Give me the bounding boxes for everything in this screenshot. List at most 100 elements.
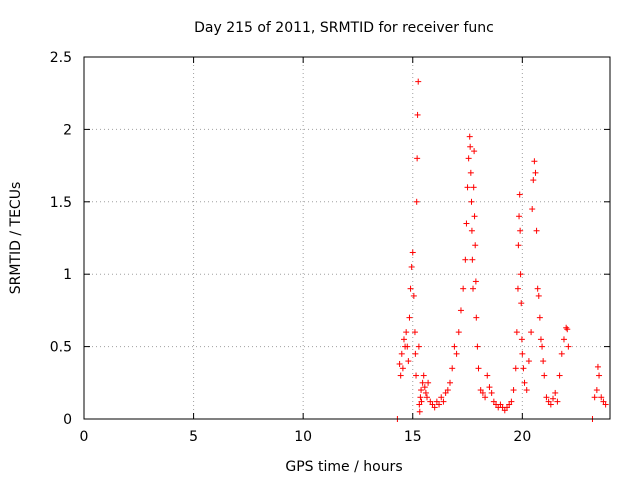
- data-point: [520, 365, 527, 372]
- y-tick-label: 2: [63, 122, 72, 138]
- x-tick-label: 10: [294, 429, 312, 445]
- data-point: [464, 184, 471, 191]
- data-point: [444, 387, 451, 394]
- data-point: [455, 329, 462, 336]
- data-point: [417, 394, 424, 401]
- data-point: [409, 249, 416, 256]
- data-point: [565, 343, 572, 350]
- data-point: [400, 336, 407, 343]
- data-point: [472, 242, 479, 249]
- data-point: [484, 372, 491, 379]
- data-points: [394, 78, 609, 422]
- data-point: [421, 384, 428, 391]
- plot-frame: [83, 56, 611, 420]
- data-point: [451, 343, 458, 350]
- data-point: [517, 227, 524, 234]
- grid: [84, 57, 610, 419]
- data-point: [418, 387, 425, 394]
- data-point: [414, 111, 421, 118]
- data-point: [466, 133, 473, 140]
- data-point: [425, 379, 432, 386]
- data-point: [410, 292, 417, 299]
- data-point: [521, 379, 528, 386]
- data-point: [518, 336, 525, 343]
- data-point: [534, 285, 541, 292]
- data-point: [539, 343, 546, 350]
- data-point: [535, 292, 542, 299]
- data-point: [397, 372, 404, 379]
- data-point: [440, 398, 447, 405]
- y-tick-label: 1: [63, 267, 72, 283]
- data-point: [531, 158, 538, 165]
- data-point: [537, 336, 544, 343]
- y-tick-label: 1.5: [50, 195, 72, 211]
- data-point: [533, 227, 540, 234]
- data-point: [415, 343, 422, 350]
- data-point: [465, 155, 472, 162]
- data-point: [407, 285, 414, 292]
- data-point: [482, 394, 489, 401]
- data-point: [436, 401, 443, 408]
- data-point: [408, 263, 415, 270]
- data-point: [412, 350, 419, 357]
- data-point: [447, 379, 454, 386]
- data-point: [516, 213, 523, 220]
- data-point: [479, 389, 486, 396]
- data-point: [552, 389, 559, 396]
- data-point: [540, 358, 547, 365]
- x-tick-label: 0: [80, 429, 89, 445]
- data-point: [470, 184, 477, 191]
- data-point: [418, 398, 425, 405]
- data-point: [543, 394, 550, 401]
- data-point: [512, 365, 519, 372]
- data-point: [564, 326, 571, 333]
- data-point: [518, 300, 525, 307]
- data-point: [514, 285, 521, 292]
- data-point: [467, 169, 474, 176]
- y-tick-label: 0.5: [50, 340, 72, 356]
- data-point: [486, 384, 493, 391]
- data-point: [517, 271, 524, 278]
- x-tick-label: 5: [189, 429, 198, 445]
- x-axis-label: GPS time / hours: [285, 459, 402, 475]
- data-point: [560, 336, 567, 343]
- data-point: [404, 343, 411, 350]
- data-point: [473, 314, 480, 321]
- data-point: [591, 394, 598, 401]
- data-point: [532, 169, 539, 176]
- data-point: [403, 329, 410, 336]
- data-point: [405, 358, 412, 365]
- data-point: [431, 404, 438, 411]
- data-point: [530, 177, 537, 184]
- data-point: [468, 198, 475, 205]
- data-point: [594, 363, 601, 370]
- x-tick-label: 20: [513, 429, 531, 445]
- y-tick-label: 0: [63, 412, 72, 428]
- data-point: [411, 329, 418, 336]
- data-point: [471, 213, 478, 220]
- data-point: [399, 365, 406, 372]
- data-point: [536, 314, 543, 321]
- data-point: [550, 395, 557, 402]
- data-point: [475, 365, 482, 372]
- data-point: [416, 408, 423, 415]
- data-point: [488, 389, 495, 396]
- data-point: [470, 285, 477, 292]
- data-point: [558, 350, 565, 357]
- data-point: [462, 256, 469, 263]
- data-point: [598, 394, 605, 401]
- data-point: [528, 329, 535, 336]
- data-point: [516, 191, 523, 198]
- data-point: [515, 242, 522, 249]
- data-point: [463, 220, 470, 227]
- data-point: [510, 387, 517, 394]
- data-point: [423, 394, 430, 401]
- data-point: [419, 379, 426, 386]
- data-point: [596, 372, 603, 379]
- data-point: [413, 372, 420, 379]
- data-point: [457, 307, 464, 314]
- data-point: [513, 329, 520, 336]
- data-point: [519, 350, 526, 357]
- data-point: [460, 285, 467, 292]
